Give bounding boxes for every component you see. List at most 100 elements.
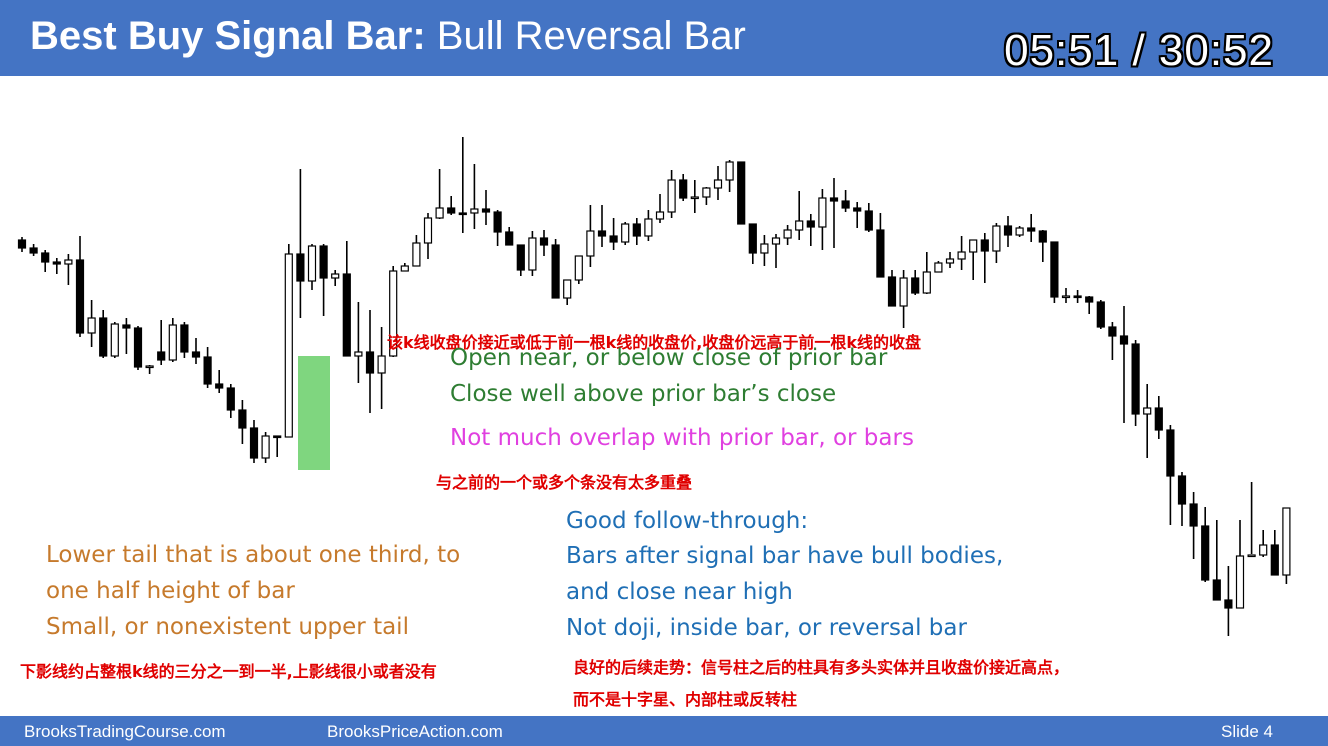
candle-23 — [284, 244, 293, 438]
candle-body — [423, 217, 433, 244]
cn-follow-note-2: 而不是十字星、内部柱或反转柱 — [573, 690, 798, 709]
candle-18 — [226, 384, 235, 418]
candle-body — [41, 252, 50, 263]
candle-53 — [632, 218, 641, 245]
candle-body — [87, 317, 96, 334]
candle-body — [829, 197, 839, 202]
candle-body — [922, 271, 931, 294]
candle-body — [841, 200, 850, 209]
candle-27 — [331, 270, 340, 286]
candle-body — [1212, 579, 1221, 601]
candle-24 — [296, 169, 305, 318]
candle-71 — [841, 190, 850, 212]
candle-92 — [1085, 296, 1094, 314]
candle-body — [760, 243, 769, 254]
candle-67 — [795, 191, 804, 240]
candle-41 — [493, 210, 502, 246]
candle-32 — [389, 266, 398, 357]
candle-body — [690, 196, 699, 200]
candle-body — [713, 179, 723, 189]
candle-13 — [168, 318, 177, 362]
candle-body — [1247, 554, 1256, 558]
candle-100 — [1177, 472, 1187, 526]
candle-body — [528, 237, 537, 271]
candle-body — [1154, 407, 1163, 431]
candle-body — [145, 365, 154, 369]
candle-body — [853, 207, 862, 212]
candle-body — [899, 277, 908, 307]
title-rest: Bull Reversal Bar — [425, 14, 746, 58]
candle-body — [75, 259, 85, 334]
candle-body — [737, 161, 746, 225]
candle-107 — [1259, 530, 1268, 557]
candle-body — [99, 317, 108, 357]
candle-56 — [667, 170, 676, 218]
candle-109 — [1282, 507, 1291, 584]
candle-body — [133, 327, 143, 368]
candle-22 — [273, 435, 282, 457]
candle-93 — [1096, 300, 1105, 329]
candle-body — [748, 223, 757, 254]
candle-body — [481, 208, 491, 213]
candle-1 — [29, 244, 38, 256]
candle-95 — [1119, 306, 1129, 423]
candle-98 — [1154, 396, 1163, 439]
candle-body — [1050, 241, 1059, 298]
candle-body — [447, 207, 456, 214]
candle-79 — [934, 261, 943, 273]
candle-85 — [1003, 216, 1013, 247]
candle-10 — [133, 326, 143, 370]
candle-body — [1177, 475, 1187, 505]
candle-101 — [1189, 492, 1198, 559]
candle-80 — [945, 252, 955, 268]
candle-body — [331, 273, 340, 279]
candle-body — [365, 351, 375, 374]
candle-15 — [191, 338, 201, 364]
cn-follow-note-1: 良好的后续走势：信号柱之后的柱具有多头实体并且收盘价接近高点， — [573, 658, 1070, 677]
overlap-text: Not much overlap with prior bar, or bars — [450, 425, 914, 451]
candle-body — [795, 220, 804, 231]
candle-59 — [702, 187, 711, 205]
candle-body — [1282, 507, 1291, 576]
candle-body — [1259, 544, 1268, 556]
candle-2 — [41, 250, 50, 272]
candle-body — [203, 356, 212, 385]
candle-66 — [783, 225, 792, 245]
candle-43 — [516, 244, 525, 276]
candle-104 — [1224, 566, 1233, 636]
video-timer: 05:51 / 30:52 — [1004, 26, 1274, 75]
candle-70 — [829, 178, 839, 248]
candle-body — [1096, 301, 1105, 328]
footer-link-brookspriceaction[interactable]: BrooksPriceAction.com — [327, 722, 503, 741]
follow-through-text-3: and close near high — [566, 579, 793, 605]
candle-body — [702, 187, 711, 198]
cn-open-close-note: 该k线收盘价接近或低于前一根k线的收盘价,收盘价远高于前一根k线的收盘 — [387, 333, 922, 352]
lower-tail-text-2: one half height of bar — [46, 578, 295, 604]
candle-16 — [203, 347, 212, 388]
candle-26 — [319, 244, 328, 316]
candle-body — [586, 230, 595, 257]
candle-62 — [737, 161, 746, 225]
candle-body — [1073, 295, 1082, 299]
candle-73 — [864, 203, 873, 232]
candle-20 — [249, 420, 259, 463]
candle-body — [1061, 295, 1071, 299]
candle-body — [505, 231, 514, 246]
candle-36 — [435, 169, 444, 219]
candle-3 — [52, 258, 61, 274]
candle-82 — [969, 239, 978, 280]
candle-44 — [528, 231, 537, 276]
candle-47 — [563, 279, 572, 305]
candle-5 — [75, 236, 85, 337]
candle-body — [493, 211, 502, 233]
candle-body — [621, 223, 630, 243]
candle-9 — [122, 318, 131, 354]
candle-25 — [307, 244, 317, 290]
candle-30 — [365, 310, 375, 413]
candle-106 — [1247, 482, 1256, 558]
candle-61 — [725, 160, 734, 192]
footer-link-brookstradingcourse[interactable]: BrooksTradingCourse.com — [24, 722, 226, 741]
candle-105 — [1235, 520, 1245, 609]
candle-37 — [447, 196, 456, 215]
candle-body — [1119, 335, 1129, 345]
